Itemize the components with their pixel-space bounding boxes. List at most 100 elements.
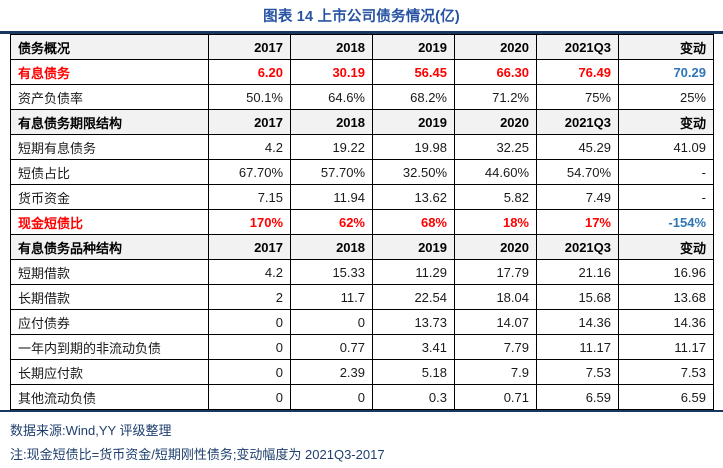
table-row: 一年内到期的非流动负债 0 0.77 3.41 7.79 11.17 11.17 [10, 334, 714, 360]
value-cell: 67.70% [208, 159, 291, 185]
table-row: 其他流动负债 0 0 0.3 0.71 6.59 6.59 [10, 384, 714, 410]
value-cell: 21.16 [536, 259, 619, 285]
value-cell: 32.50% [372, 159, 455, 185]
column-header: 2017 [208, 109, 291, 135]
value-cell: 13.73 [372, 309, 455, 335]
value-cell: 16.96 [618, 259, 714, 285]
value-cell: 56.45 [372, 59, 455, 85]
table-row: 短期借款 4.2 15.33 11.29 17.79 21.16 16.96 [10, 259, 714, 285]
top-rule [0, 31, 723, 34]
value-cell: 0 [208, 384, 291, 410]
value-cell: 18% [454, 209, 537, 235]
value-cell: 19.22 [290, 134, 373, 160]
debt-table: 债务概况 2017 2018 2019 2020 2021Q3 变动 有息债务 6.20 30.1… [10, 34, 714, 410]
section-header-row: 债务概况 2017 2018 2019 2020 2021Q3 变动 [10, 34, 714, 60]
column-header: 变动 [618, 34, 714, 60]
row-label: 应付债券 [10, 309, 209, 335]
value-cell: 4.2 [208, 134, 291, 160]
value-cell: 14.36 [618, 309, 714, 335]
value-cell: 64.6% [290, 84, 373, 110]
value-cell: 2.39 [290, 359, 373, 385]
value-cell: 22.54 [372, 284, 455, 310]
column-header: 变动 [618, 234, 714, 260]
row-label: 长期应付款 [10, 359, 209, 385]
value-cell: 3.41 [372, 334, 455, 360]
column-header: 2020 [454, 109, 537, 135]
table-row: 长期应付款 0 2.39 5.18 7.9 7.53 7.53 [10, 359, 714, 385]
value-cell: 11.17 [618, 334, 714, 360]
table-row: 资产负债率 50.1% 64.6% 68.2% 71.2% 75% 25% [10, 84, 714, 110]
column-header: 2020 [454, 34, 537, 60]
row-label: 短债占比 [10, 159, 209, 185]
value-cell: 0 [208, 359, 291, 385]
table-row: 有息债务 6.20 30.19 56.45 66.30 76.49 70.29 [10, 59, 714, 85]
value-cell: 68% [372, 209, 455, 235]
value-cell: 15.33 [290, 259, 373, 285]
column-header: 2021Q3 [536, 109, 619, 135]
row-label: 短期有息债务 [10, 134, 209, 160]
value-cell: 6.59 [536, 384, 619, 410]
value-cell: 0.77 [290, 334, 373, 360]
value-cell: 25% [618, 84, 714, 110]
value-cell: 71.2% [454, 84, 537, 110]
column-header: 2017 [208, 234, 291, 260]
value-cell: 170% [208, 209, 291, 235]
row-label: 有息债务 [10, 59, 209, 85]
row-label: 现金短债比 [10, 209, 209, 235]
value-cell: 13.62 [372, 184, 455, 210]
column-header: 变动 [618, 109, 714, 135]
value-cell: 50.1% [208, 84, 291, 110]
column-header: 2017 [208, 34, 291, 60]
value-cell: 45.29 [536, 134, 619, 160]
value-cell: 11.7 [290, 284, 373, 310]
row-label: 资产负债率 [10, 84, 209, 110]
column-header: 2019 [372, 109, 455, 135]
value-cell: 7.53 [536, 359, 619, 385]
value-cell: 66.30 [454, 59, 537, 85]
value-cell: - [618, 184, 714, 210]
value-cell: 17.79 [454, 259, 537, 285]
value-cell: 0 [290, 384, 373, 410]
value-cell: 11.17 [536, 334, 619, 360]
value-cell: 57.70% [290, 159, 373, 185]
value-cell: 30.19 [290, 59, 373, 85]
table-row: 长期借款 2 11.7 22.54 18.04 15.68 13.68 [10, 284, 714, 310]
value-cell: 70.29 [618, 59, 714, 85]
value-cell: 75% [536, 84, 619, 110]
value-cell: 32.25 [454, 134, 537, 160]
table-row: 现金短债比 170% 62% 68% 18% 17% -154% [10, 209, 714, 235]
column-header: 2018 [290, 234, 373, 260]
column-header: 2021Q3 [536, 34, 619, 60]
value-cell: -154% [618, 209, 714, 235]
value-cell: 7.15 [208, 184, 291, 210]
value-cell: 0 [290, 309, 373, 335]
value-cell: 17% [536, 209, 619, 235]
value-cell: 14.07 [454, 309, 537, 335]
value-cell: 7.49 [536, 184, 619, 210]
value-cell: 41.09 [618, 134, 714, 160]
value-cell: 68.2% [372, 84, 455, 110]
column-header: 2018 [290, 109, 373, 135]
figure-title: 图表 14 上市公司债务情况(亿) [263, 9, 460, 25]
value-cell: 6.59 [618, 384, 714, 410]
value-cell: 7.79 [454, 334, 537, 360]
figure-footer: 数据来源:Wind,YY 评级整理 注:现金短债比=货币资金/短期刚性债务;变动… [10, 419, 723, 467]
table-row: 货币资金 7.15 11.94 13.62 5.82 7.49- [10, 184, 714, 210]
value-cell: 76.49 [536, 59, 619, 85]
value-cell: 0 [208, 309, 291, 335]
value-cell: 54.70% [536, 159, 619, 185]
value-cell: 7.53 [618, 359, 714, 385]
column-header: 2019 [372, 234, 455, 260]
value-cell: 5.18 [372, 359, 455, 385]
table-row: 短期有息债务 4.2 19.22 19.98 32.25 45.29 41.09 [10, 134, 714, 160]
value-cell: 5.82 [454, 184, 537, 210]
section-header-row: 有息债务品种结构 2017 2018 2019 2020 2021Q3 变动 [10, 234, 714, 260]
section-title: 有息债务期限结构 [10, 109, 209, 135]
value-cell: 0.3 [372, 384, 455, 410]
section-title: 债务概况 [10, 34, 209, 60]
value-cell: 2 [208, 284, 291, 310]
value-cell: 18.04 [454, 284, 537, 310]
value-cell: 6.20 [208, 59, 291, 85]
data-source-note: 数据来源:Wind,YY 评级整理 [10, 423, 172, 438]
value-cell: 13.68 [618, 284, 714, 310]
